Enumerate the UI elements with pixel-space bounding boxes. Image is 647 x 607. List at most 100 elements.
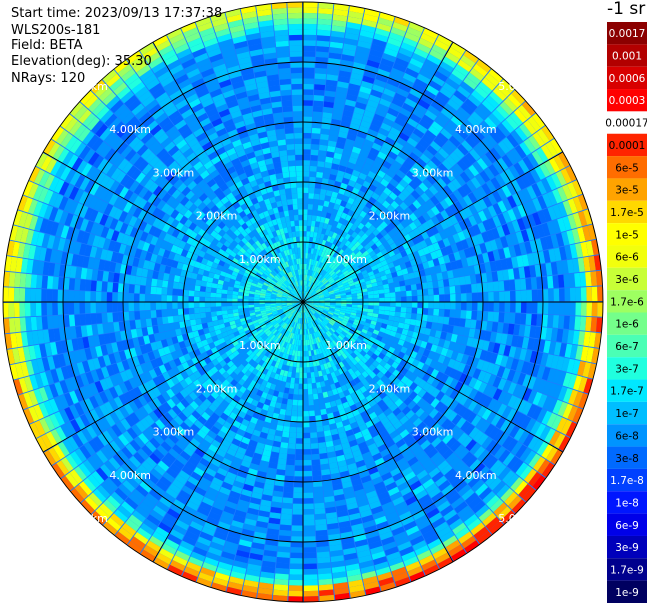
heatmap-cell [453, 189, 463, 201]
heatmap-cell [588, 255, 596, 271]
heatmap-cell [353, 248, 360, 255]
heatmap-cell [161, 295, 167, 302]
heatmap-cell [477, 141, 490, 154]
heatmap-cell [30, 302, 37, 317]
heatmap-cell [559, 288, 565, 302]
heatmap-cell [408, 180, 419, 190]
heatmap-cell [453, 317, 461, 327]
heatmap-cell [303, 29, 317, 36]
heatmap-cell [347, 279, 354, 285]
heatmap-cell [401, 268, 409, 275]
heatmap-cell [303, 541, 316, 548]
heatmap-cell [325, 85, 337, 92]
heatmap-cell [556, 261, 564, 275]
heatmap-cell [468, 215, 478, 227]
heatmap-cell [565, 165, 577, 182]
heatmap-cell [550, 138, 563, 154]
heatmap-cell [351, 254, 358, 261]
heatmap-cell [370, 43, 385, 53]
heatmap-cell [331, 118, 341, 126]
heatmap-cell [429, 266, 437, 275]
heatmap-cell [305, 252, 308, 259]
heatmap-cell [497, 140, 510, 154]
heatmap-cell [530, 313, 538, 326]
heatmap-cell [464, 136, 477, 149]
heatmap-cell [290, 552, 303, 559]
heatmap-cell [447, 119, 460, 132]
heatmap-cell [532, 197, 543, 212]
heatmap-cell [409, 88, 423, 99]
heatmap-cell [324, 90, 336, 98]
heatmap-cell [188, 308, 195, 314]
heatmap-cell [474, 107, 488, 121]
heatmap-cell [353, 266, 360, 272]
heatmap-cell [399, 165, 409, 175]
heatmap-cell [503, 97, 518, 112]
heatmap-cell [396, 52, 411, 63]
heatmap-cell [457, 143, 469, 156]
heatmap-cell [345, 274, 352, 280]
heatmap-cell [567, 182, 578, 198]
heatmap-cell [381, 93, 394, 103]
heatmap-cell [303, 356, 307, 362]
heatmap-cell [416, 157, 427, 168]
heatmap-cell [321, 277, 327, 283]
heatmap-cell [298, 378, 303, 384]
heatmap-cell [491, 227, 500, 240]
heatmap-cell [351, 309, 357, 314]
heatmap-cell [515, 231, 525, 244]
heatmap-cell [384, 297, 391, 302]
heatmap-cell [329, 304, 336, 308]
heatmap-cell [540, 144, 553, 160]
heatmap-cell [536, 276, 543, 289]
heatmap-cell [521, 215, 532, 229]
heatmap-cell [567, 329, 575, 344]
heatmap-cell [448, 225, 458, 235]
heatmap-cell [361, 19, 377, 28]
heatmap-cell [439, 199, 450, 210]
heatmap-cell [306, 220, 312, 227]
heatmap-cell [412, 162, 424, 172]
heatmap-cell [384, 306, 391, 311]
heatmap-cell [488, 164, 500, 177]
heatmap-cell [400, 307, 407, 313]
heatmap-cell [487, 205, 498, 218]
heatmap-cell [376, 22, 392, 32]
heatmap-cell [424, 188, 435, 199]
heatmap-cell [327, 63, 340, 71]
heatmap-cell [369, 49, 384, 58]
heatmap-cell [299, 367, 303, 373]
heatmap-cell [493, 291, 500, 302]
heatmap-cell [311, 448, 319, 455]
heatmap-cell [90, 291, 96, 302]
heatmap-cell [379, 212, 388, 221]
heatmap-cell [303, 285, 305, 292]
heatmap-cell [291, 525, 303, 532]
heatmap-cell [493, 126, 506, 141]
heatmap-cell [400, 219, 409, 228]
heatmap-cell [550, 173, 562, 189]
heatmap-cell [324, 161, 333, 169]
heatmap-cell [380, 58, 395, 68]
heatmap-cell [311, 265, 315, 271]
heatmap-cell [432, 242, 441, 251]
heatmap-cell [471, 292, 478, 302]
heatmap-cell [362, 295, 369, 299]
heatmap-cell [556, 328, 564, 343]
heatmap-cell [587, 224, 597, 240]
heatmap-cell [329, 256, 335, 263]
heatmap-cell [542, 302, 549, 315]
heatmap-cell [355, 159, 365, 168]
heatmap-cell [156, 317, 163, 326]
heatmap-cell [342, 195, 350, 203]
heatmap-cell [106, 312, 114, 323]
heatmap-cell [304, 274, 306, 281]
heatmap-cell [319, 268, 324, 275]
heatmap-cell [277, 551, 290, 559]
heatmap-cell [319, 298, 325, 301]
heatmap-cell [295, 372, 300, 379]
heatmap-cell [399, 317, 406, 324]
heatmap-cell [466, 302, 473, 311]
heatmap-cell [393, 141, 404, 151]
heatmap-cell [303, 454, 312, 461]
